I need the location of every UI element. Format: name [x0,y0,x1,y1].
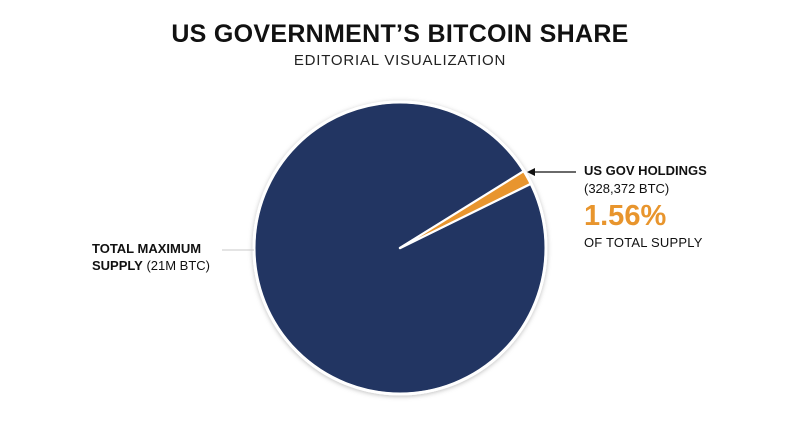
pie-outline [252,100,548,396]
total-supply-name-2: SUPPLY [92,258,143,273]
total-supply-label: TOTAL MAXIMUM SUPPLY (21M BTC) [92,240,252,274]
chart-subtitle: EDITORIAL VISUALIZATION [293,52,507,69]
gov-holdings-percent: 1.56% [584,200,667,232]
gov-arrow-head [527,168,535,176]
gov-holdings-percent-caption: OF TOTAL SUPPLY [584,235,703,250]
chart-title: US GOVERNMENT’S BITCOIN SHARE [171,20,629,48]
gov-holdings-detail: (328,372 BTC) [584,181,670,196]
total-supply-detail: (21M BTC) [146,258,211,273]
gov-holdings-name: US GOV HOLDINGS [584,163,707,178]
total-supply-name: TOTAL MAXIMUM [92,241,202,256]
